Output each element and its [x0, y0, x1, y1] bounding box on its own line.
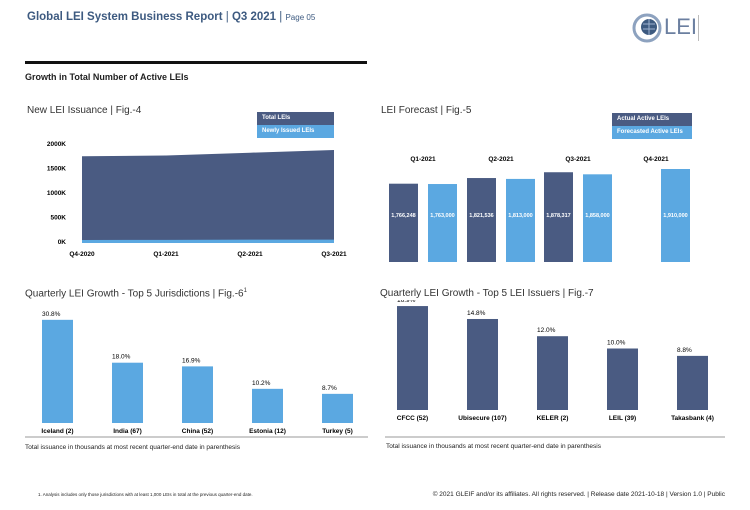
- logo-text: LEI: [664, 14, 698, 39]
- bar-value-label: 10.0%: [607, 340, 626, 347]
- gleif-logo: LEI: [632, 12, 727, 44]
- fig4-chart: 0K 500K 1000K 1500K 2000K Q4-2020 Q1-2021 Q2-20…: [47, 141, 347, 258]
- y-tick-label: 1000K: [47, 190, 66, 197]
- fig6-footnote-ref: 1: [243, 288, 247, 294]
- y-tick-label: 1500K: [47, 166, 66, 173]
- bar: [397, 306, 428, 410]
- bar-value-label: 1,910,000: [663, 213, 687, 219]
- category-label: China (52): [182, 428, 213, 435]
- fig7-chart: 16.9% CFCC (52) 14.8% Ubisecure (107) 12.0% K…: [385, 300, 725, 438]
- bar: [42, 319, 73, 423]
- quarter-label: Q1-2021: [410, 156, 436, 163]
- category-label: Turkey (5): [322, 428, 353, 435]
- bar-value-label: 1,813,000: [508, 213, 532, 219]
- copyright: © 2021 GLEIF and/or its affiliates. All …: [432, 491, 725, 498]
- globe-logo-icon: [632, 13, 662, 43]
- forecast-bar: [506, 178, 535, 262]
- x-tick-label: Q1-2021: [153, 251, 179, 258]
- legend-actual: Actual Active LEIs: [612, 113, 692, 126]
- bar-value-label: 12.0%: [537, 327, 556, 334]
- forecast-bar: [583, 174, 612, 262]
- bar-value-label: 16.9%: [397, 300, 416, 304]
- category-label: CFCC (52): [397, 415, 428, 422]
- legend-total-leis: Total LEIs: [257, 112, 334, 125]
- bar: [182, 366, 213, 423]
- x-tick-label: Q4-2020: [69, 251, 95, 258]
- bar: [607, 348, 638, 410]
- fig5-chart: Q1-2021 1,766,248 1,763,000 Q2-2021 1,821,53…: [389, 156, 690, 262]
- bar: [112, 362, 143, 423]
- fig6-title-text: Quarterly LEI Growth - Top 5 Jurisdictio…: [25, 288, 244, 300]
- report-header: Global LEI System Business Report | Q3 2…: [27, 11, 316, 23]
- fig6-title: Quarterly LEI Growth - Top 5 Jurisdictio…: [25, 288, 247, 299]
- bar: [322, 393, 353, 423]
- bar-value-label: 14.8%: [467, 310, 486, 317]
- forecast-bar: [428, 184, 457, 262]
- bar-value-label: 1,763,000: [430, 213, 454, 219]
- fig6-chart: 30.8% Iceland (2) 18.0% India (67) 16.9% Chin…: [25, 311, 368, 438]
- actual-bar: [544, 172, 573, 262]
- category-label: Takasbank (4): [671, 415, 714, 422]
- newly-issued-area: [82, 239, 334, 243]
- legend-forecast: Forecasted Active LEIs: [612, 126, 692, 139]
- logo-divider: [698, 15, 699, 41]
- bar: [677, 355, 708, 410]
- bar-value-label: 30.8%: [42, 311, 61, 318]
- category-label: LEIL (39): [609, 415, 636, 422]
- report-title: Global LEI System Business Report: [27, 11, 223, 23]
- fig6-note: Total issuance in thousands at most rece…: [25, 444, 240, 451]
- bar-value-label: 1,878,317: [546, 213, 570, 219]
- legend-newly-issued: Newly Issued LEIs: [257, 125, 334, 138]
- category-label: Estonia (12): [249, 428, 286, 435]
- fig4-title: New LEI Issuance | Fig.-4: [27, 105, 142, 116]
- report-quarter: Q3 2021: [231, 11, 277, 23]
- footnote: 1. Analysis includes only those jurisdic…: [38, 492, 253, 497]
- x-tick-label: Q3-2021: [321, 251, 347, 258]
- fig4-legend: Total LEIs Newly Issued LEIs: [257, 112, 334, 138]
- section-rule: [25, 61, 367, 64]
- bar-value-label: 1,766,248: [391, 213, 415, 219]
- y-tick-label: 0K: [58, 239, 67, 246]
- forecast-bar: [661, 169, 690, 262]
- total-leis-area: [82, 149, 334, 242]
- fig7-note: Total issuance in thousands at most rece…: [386, 443, 601, 450]
- bar-value-label: 8.8%: [677, 347, 692, 354]
- quarter-label: Q4-2021: [643, 156, 669, 163]
- fig7-title: Quarterly LEI Growth - Top 5 LEI Issuers…: [380, 288, 594, 299]
- bar-value-label: 18.0%: [112, 354, 131, 361]
- bar: [252, 388, 283, 423]
- section-title: Growth in Total Number of Active LEIs: [25, 72, 189, 82]
- fig5-title: LEI Forecast | Fig.-5: [381, 105, 472, 116]
- quarter-label: Q2-2021: [488, 156, 514, 163]
- category-label: Iceland (2): [41, 428, 73, 435]
- bar: [537, 336, 568, 410]
- bar-value-label: 10.2%: [252, 380, 271, 387]
- bar: [467, 318, 498, 410]
- fig5-legend: Actual Active LEIs Forecasted Active LEI…: [612, 113, 692, 139]
- category-label: KELER (2): [537, 415, 569, 422]
- y-tick-label: 500K: [50, 215, 66, 222]
- category-label: Ubisecure (107): [458, 415, 506, 422]
- x-tick-label: Q2-2021: [237, 251, 263, 258]
- quarter-label: Q3-2021: [565, 156, 591, 163]
- y-tick-label: 2000K: [47, 141, 66, 148]
- bar-value-label: 1,821,536: [469, 213, 493, 219]
- actual-bar: [467, 178, 496, 262]
- bar-value-label: 8.7%: [322, 385, 337, 392]
- page-number: Page 05: [285, 13, 316, 22]
- category-label: India (67): [113, 428, 142, 435]
- bar-value-label: 16.9%: [182, 357, 201, 364]
- actual-bar: [389, 183, 418, 262]
- bar-value-label: 1,858,000: [585, 213, 609, 219]
